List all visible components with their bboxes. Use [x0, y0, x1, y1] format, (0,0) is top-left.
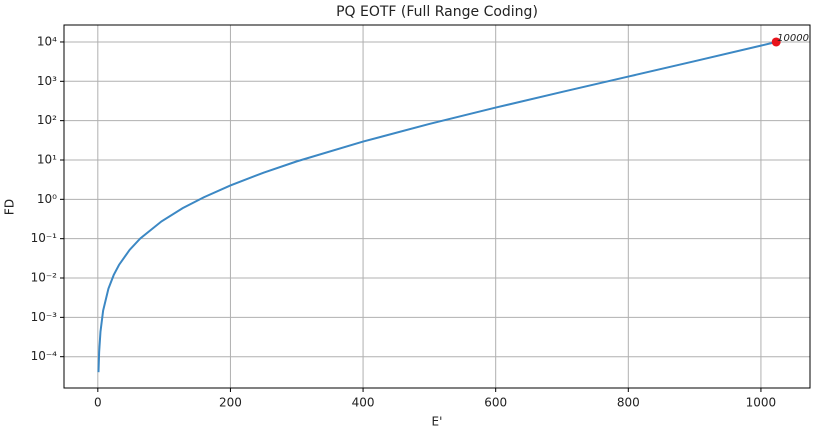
y-axis-label: FD — [3, 199, 17, 215]
point-label: 10000 — [777, 33, 809, 44]
plot-frame — [63, 24, 811, 389]
y-tick-label: 10¹ — [37, 152, 57, 166]
x-tick-label: 1000 — [746, 396, 777, 410]
y-tick-label: 10⁴ — [37, 34, 57, 48]
highlight-point — [771, 37, 781, 47]
x-tick-label: 600 — [484, 396, 507, 410]
y-tick-label: 10² — [37, 113, 57, 127]
x-tick-label: 400 — [352, 396, 375, 410]
y-tick-label: 10⁻³ — [31, 310, 58, 324]
data-line — [97, 40, 777, 373]
y-tick-label: 10⁻⁴ — [31, 349, 58, 363]
x-tick-label: 0 — [94, 396, 102, 410]
y-tick-label: 10⁻¹ — [31, 231, 58, 245]
x-tick-label: 800 — [617, 396, 640, 410]
y-tick-label: 10³ — [37, 74, 57, 88]
y-tick-label: 10⁻² — [31, 271, 58, 285]
x-axis-label: E' — [432, 415, 443, 429]
chart-title: PQ EOTF (Full Range Coding) — [336, 4, 538, 20]
y-tick-label: 10⁰ — [37, 192, 57, 206]
x-tick-label: 200 — [219, 396, 242, 410]
